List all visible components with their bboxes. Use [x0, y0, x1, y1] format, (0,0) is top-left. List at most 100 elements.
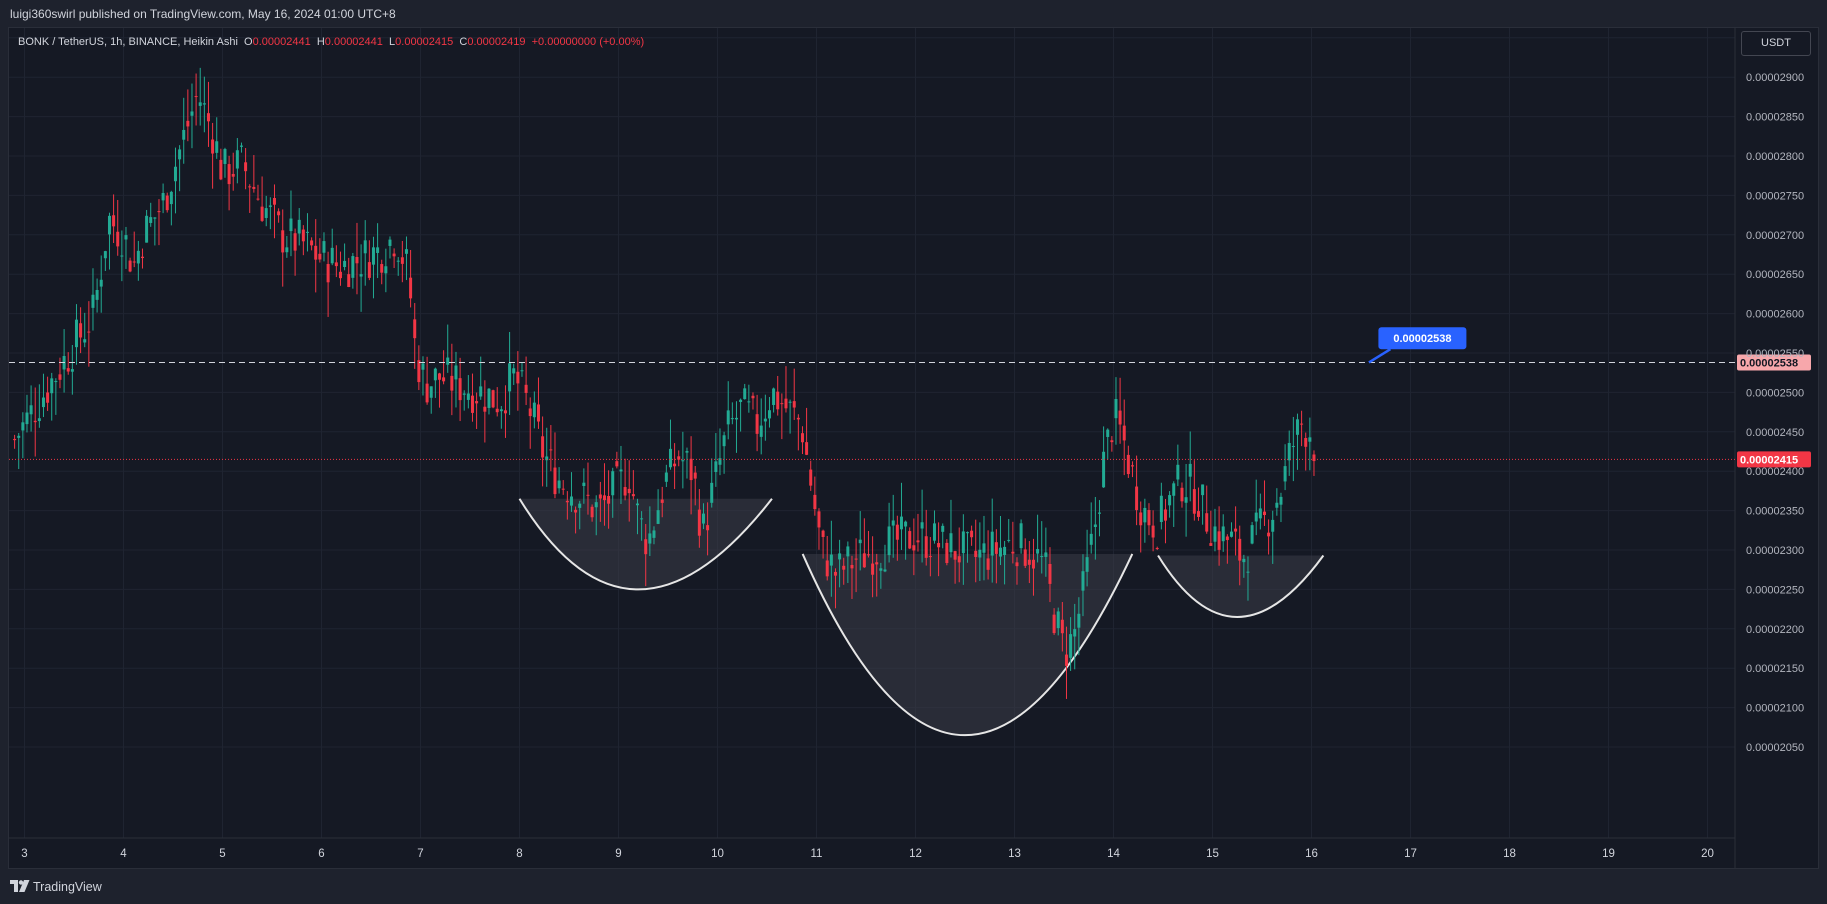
candle-body	[149, 217, 153, 223]
time-axis[interactable]: 3 4 5 6 7 8 9 10 11 12 13 14 15 16 17 18 19 20	[21, 848, 1714, 860]
candle-body	[899, 516, 903, 530]
candle-body	[37, 418, 41, 422]
candle-body	[293, 233, 297, 251]
price-callout[interactable]: 0.00002538	[1368, 327, 1467, 364]
candle-body	[619, 469, 623, 472]
candle-body	[99, 279, 103, 287]
time-tick-label: 6	[318, 848, 324, 860]
candle-body	[1044, 552, 1048, 557]
candle-body	[937, 543, 941, 548]
candle-body	[1056, 611, 1060, 629]
candle-body	[29, 405, 33, 415]
head-curve[interactable]	[801, 553, 1134, 737]
candle-body	[211, 139, 215, 154]
change-value: +0.00000000 (+0.00%)	[531, 36, 645, 48]
candle-body	[582, 482, 586, 487]
candle-body	[165, 195, 169, 211]
candle-body	[1225, 536, 1229, 541]
candle-body	[1279, 496, 1283, 505]
candle-body	[648, 533, 652, 544]
price-tick-label: 0.00002500	[1746, 387, 1804, 399]
candle-body	[256, 198, 260, 200]
open-value: 0.00002441	[252, 36, 311, 48]
candle-body	[557, 480, 561, 489]
candle-body	[516, 371, 520, 384]
candle-body	[660, 499, 664, 503]
candle-body	[631, 494, 635, 497]
price-tick-label: 0.00002100	[1746, 703, 1804, 715]
candle-body	[1163, 509, 1167, 521]
time-tick-label: 14	[1107, 848, 1120, 860]
candle-body	[796, 417, 800, 420]
candle-body	[829, 554, 833, 566]
time-tick-label: 10	[711, 848, 724, 860]
candle-body	[376, 247, 380, 253]
publish-header: luigi360swirl published on TradingView.c…	[0, 0, 1827, 27]
candle-body	[1283, 466, 1287, 482]
candle-body	[1118, 410, 1122, 425]
price-axis[interactable]: 0.00002050 0.00002100 0.00002150 0.00002200…	[1746, 33, 1804, 754]
candle-body	[747, 401, 751, 403]
candle-body	[846, 546, 850, 557]
candle-body	[1176, 464, 1180, 480]
candle-body	[330, 247, 334, 264]
candle-body	[586, 494, 590, 496]
candle-body	[945, 542, 949, 564]
candle-body	[318, 253, 322, 260]
candle-body	[611, 471, 615, 496]
tradingview-brand[interactable]: TradingView	[33, 880, 102, 894]
candle-body	[1196, 511, 1200, 517]
candle-body	[1048, 563, 1052, 584]
candle-body	[417, 360, 421, 383]
callout-box[interactable]	[1378, 327, 1467, 350]
candle-series	[13, 67, 1316, 699]
currency-button[interactable]: USDT	[1741, 31, 1811, 56]
time-tick-label: 17	[1404, 848, 1417, 860]
candle-body	[13, 438, 17, 441]
reference-levels: 0.00002538 0.00002415	[9, 354, 1811, 468]
right-cup-curve[interactable]	[1157, 554, 1325, 618]
time-tick-label: 5	[219, 848, 225, 860]
candle-body	[1064, 654, 1068, 666]
candle-body	[734, 417, 738, 420]
candle-body	[442, 377, 446, 382]
candle-body	[1015, 562, 1019, 567]
left-cup-curve[interactable]	[518, 498, 773, 591]
candle-body	[1085, 557, 1089, 572]
candle-body	[1155, 547, 1159, 549]
candle-body	[722, 435, 726, 447]
candle-body	[355, 256, 359, 264]
tradingview-logo-icon[interactable]	[10, 880, 30, 894]
candle-body	[223, 149, 227, 164]
candle-body	[730, 418, 734, 420]
candle-body	[483, 406, 487, 412]
candle-body	[726, 410, 730, 425]
candle-body	[1081, 571, 1085, 591]
candle-body	[206, 113, 210, 122]
candle-body	[239, 145, 243, 147]
callout-label: 0.00002538	[1393, 333, 1451, 345]
candle-body	[970, 530, 974, 538]
candle-body	[1213, 526, 1217, 542]
candle-body	[879, 568, 883, 571]
candle-body	[33, 420, 37, 423]
candle-body	[413, 319, 417, 339]
candle-body	[305, 231, 309, 233]
candle-body	[112, 215, 116, 227]
open-label: O	[244, 36, 253, 48]
time-tick-label: 15	[1206, 848, 1219, 860]
candle-body	[1027, 559, 1031, 565]
chart-pane[interactable]	[8, 27, 1819, 869]
candle-body	[763, 418, 767, 422]
candle-body	[479, 386, 483, 397]
candle-body	[446, 357, 450, 365]
candle-body	[285, 247, 289, 253]
candle-body	[994, 542, 998, 554]
level-tag-text-1: 0.00002415	[1740, 454, 1798, 466]
candle-body	[813, 494, 817, 510]
candle-body	[821, 530, 825, 537]
candle-body	[627, 488, 631, 494]
candle-body	[1060, 619, 1064, 634]
candle-body	[1192, 489, 1196, 514]
